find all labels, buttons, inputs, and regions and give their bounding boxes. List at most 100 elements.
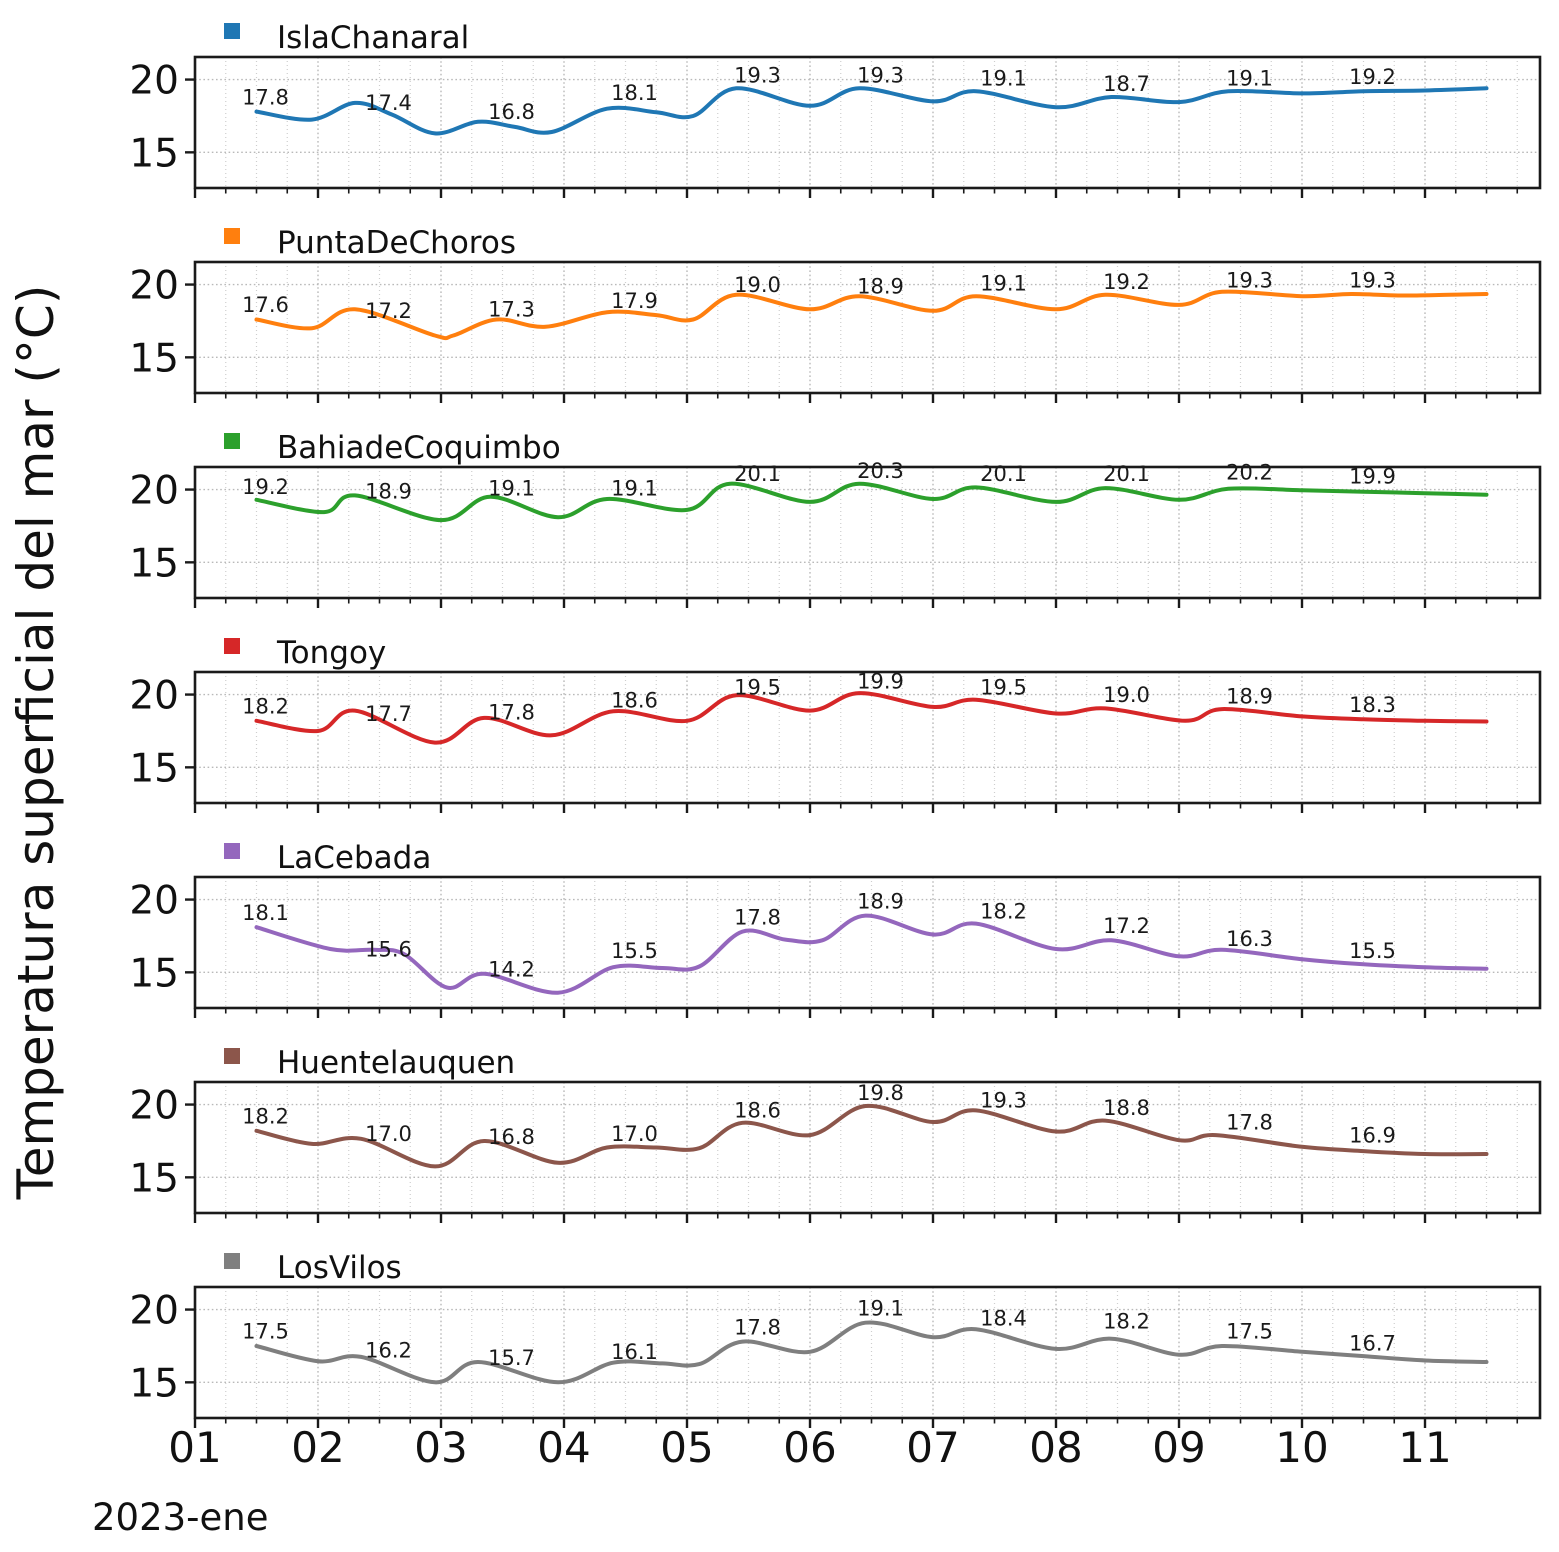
legend-label: Huentelauquen [277,1045,515,1081]
data-label: 15.5 [611,939,658,963]
x-tick-label: 11 [1398,1423,1451,1472]
x-tick-label: 03 [414,1423,467,1472]
data-label: 16.9 [1349,1123,1396,1147]
data-labels: 18.2 17.7 17.8 18.6 19.5 19.9 19.5 19.0 18.9 18.3 [242,670,1396,726]
data-label: 17.8 [734,905,781,929]
subplot-huentelauquen: Huentelauquen 18.2 17.0 16.8 17.0 18.6 19.8 19.… [129,1045,1542,1223]
data-label: 18.4 [980,1307,1027,1331]
subplot-islachanaral: IslaChanaral 17.8 17.4 16.8 18.1 19.3 19.3 19.1… [129,20,1542,198]
legend-label: IslaChanaral [277,20,469,56]
data-label: 19.1 [857,1296,904,1320]
legend: Huentelauquen [224,1045,515,1081]
series-line-losvilos [254,1320,1489,1385]
data-label: 16.8 [488,100,535,124]
axes-box [193,1285,1542,1420]
legend-swatch-icon [224,228,240,244]
gridlines [195,467,1540,598]
data-label: 18.2 [242,694,289,718]
data-label: 19.1 [1226,66,1273,90]
legend-swatch-icon [224,433,240,449]
y-tick-label: 15 [129,1156,179,1201]
data-label: 19.0 [734,273,781,297]
axes-box [193,670,1542,805]
legend-label: LaCebada [277,840,431,876]
data-label: 19.3 [1349,268,1396,292]
data-label: 17.4 [365,91,412,115]
y-tick-label: 20 [129,469,179,514]
y-tick-label: 15 [129,1361,179,1406]
data-label: 17.2 [365,299,412,323]
data-label: 19.3 [857,63,904,87]
data-label: 17.0 [365,1122,412,1146]
x-ticks [193,1008,1519,1018]
x-ticks [193,1213,1519,1223]
legend: PuntaDeChoros [224,225,516,261]
data-label: 19.9 [857,670,904,694]
data-label: 19.5 [980,676,1027,700]
data-label: 19.1 [488,476,535,500]
gridlines [195,1287,1540,1418]
axes-box [193,1080,1542,1215]
data-label: 16.8 [488,1125,535,1149]
data-label: 18.2 [980,899,1027,923]
subplot-puntadechoros: PuntaDeChoros 17.6 17.2 17.3 17.9 19.0 18.9 19.… [129,225,1542,403]
legend-label: PuntaDeChoros [277,225,516,261]
data-labels: 17.5 16.2 15.7 16.1 17.8 19.1 18.4 18.2 17.5 16.7 [242,1296,1396,1369]
data-labels: 18.1 15.6 14.2 15.5 17.8 18.9 18.2 17.2 16.3 15.5 [242,889,1396,981]
data-label: 17.3 [488,298,535,322]
data-label: 18.9 [857,889,904,913]
data-label: 19.9 [1349,465,1396,489]
data-label: 17.9 [611,289,658,313]
data-label: 19.2 [1103,270,1150,294]
data-label: 15.7 [488,1346,535,1370]
x-tick-label: 09 [1152,1423,1205,1472]
data-label: 19.2 [1349,65,1396,89]
x-tick-label: 07 [906,1423,959,1472]
data-label: 17.0 [611,1122,658,1146]
data-label: 19.1 [980,271,1027,295]
legend-swatch-icon [224,1048,240,1064]
legend-swatch-icon [224,23,240,39]
legend-label: BahiadeCoquimbo [277,430,561,466]
data-label: 18.9 [857,274,904,298]
data-label: 18.9 [365,479,412,503]
x-tick-label: 10 [1275,1423,1328,1472]
y-tick-label: 15 [129,746,179,791]
gridlines [195,57,1540,188]
data-label: 19.2 [242,475,289,499]
data-label: 19.0 [1103,683,1150,707]
subplot-bahiadecoquimbo: BahiadeCoquimbo 19.2 18.9 19.1 19.1 20.1 20.3 2… [129,430,1542,608]
data-label: 14.2 [488,958,535,982]
data-label: 18.1 [242,901,289,925]
data-label: 18.7 [1103,72,1150,96]
data-label: 17.5 [1226,1320,1273,1344]
data-label: 16.7 [1349,1331,1396,1355]
data-label: 15.6 [365,937,412,961]
series-line-islachanaral [254,86,1489,136]
series-line-tongoy [254,691,1489,745]
y-tick-label: 20 [129,1289,179,1334]
data-label: 18.8 [1103,1096,1150,1120]
data-label: 18.1 [611,81,658,105]
data-label: 17.6 [242,293,289,317]
data-label: 20.1 [734,462,781,486]
data-labels: 17.6 17.2 17.3 17.9 19.0 18.9 19.1 19.2 19.3 19.3 [242,268,1396,323]
data-label: 17.8 [734,1315,781,1339]
gridlines [195,262,1540,393]
axes-box [193,465,1542,600]
y-tick-label: 15 [129,336,179,381]
data-label: 20.3 [857,459,904,483]
y-tick-label: 20 [129,264,179,309]
data-label: 18.9 [1226,684,1273,708]
x-axis-offset-label: 2023-ene [92,1496,269,1539]
legend: LosVilos [224,1250,402,1286]
x-ticks [193,803,1519,813]
y-tick-label: 20 [129,879,179,924]
data-label: 17.8 [488,700,535,724]
data-label: 18.2 [242,1104,289,1128]
